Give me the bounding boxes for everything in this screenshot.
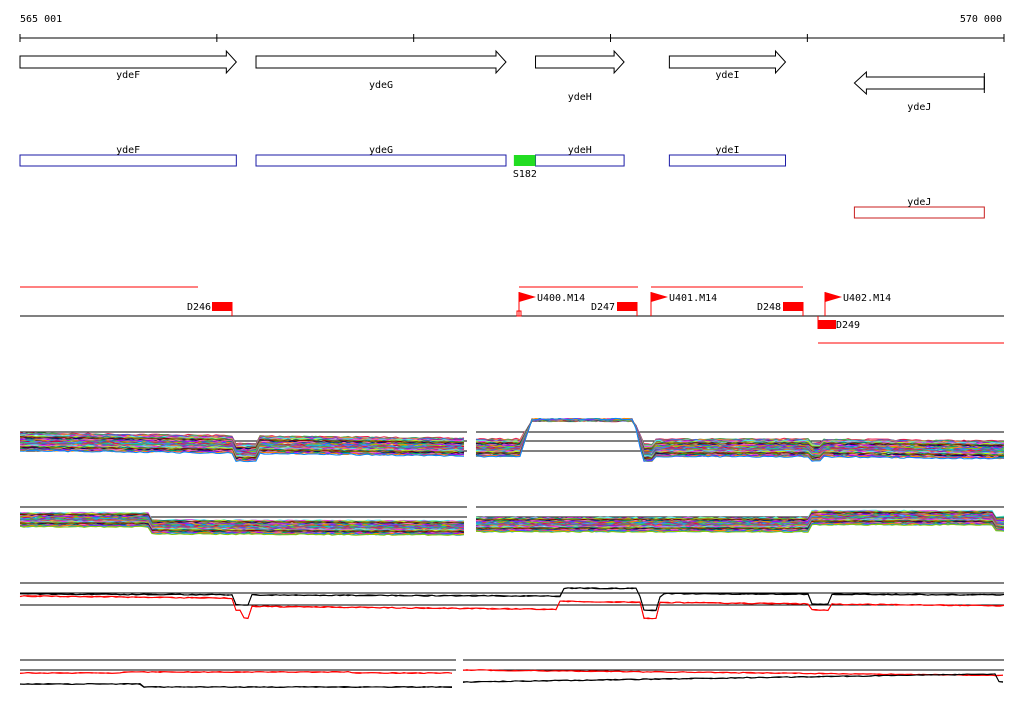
profile-line [20,444,465,457]
ruler-ticks [19,34,1005,42]
cds-box-label: ydeJ [907,197,931,208]
gene-arrow-label: ydeF [116,70,140,81]
profile-line [475,516,1004,526]
gene-arrow-label: ydeJ [907,102,931,113]
profile-line [476,523,1004,533]
profile-line [19,587,1005,611]
profile-line [20,512,465,523]
gene-arrow-label: ydeI [715,70,739,81]
cds-box-label: ydeH [568,145,592,156]
ruler: 565 001 570 000 [19,14,1005,42]
gene-arrow-track: ydeF ydeG ydeH ydeI ydeJ [19,49,985,113]
flag-u401[interactable]: U401.M14 [650,292,717,316]
profile-line [20,515,465,527]
profile-line [20,446,465,460]
d249-label: D249 [836,320,860,331]
cds-box-label: ydeG [369,145,393,156]
profile-line [462,673,1004,683]
profile-track-1 [20,417,1004,463]
flag-u400[interactable]: U400.M14 [516,292,585,317]
cds-box-ydeG[interactable]: ydeG [255,145,507,167]
gene-arrow-label: ydeG [369,80,393,91]
feature-S182[interactable]: S182 [513,155,537,180]
profile-line [475,417,1004,462]
profile-line [19,595,1005,620]
u400-label: U400.M14 [537,293,585,304]
profile-line [20,522,465,534]
d248-label: D248 [757,302,781,313]
feature-label: S182 [513,169,537,180]
profile-line [20,449,465,463]
marker-d246[interactable]: D246 [187,302,233,316]
profile-line [20,437,465,451]
gene-arrow-ydeG[interactable]: ydeG [255,49,507,91]
ruler-end-label: 570 000 [960,14,1002,25]
ruler-start-label: 565 001 [20,14,62,25]
gene-arrow-ydeH[interactable]: ydeH [535,49,625,103]
profile-line [19,587,1005,612]
cds-track: ydeF ydeG ydeH ydeI ydeJ S182 [19,145,985,219]
cds-box-ydeI[interactable]: ydeI [668,145,787,167]
profile-track-2 [20,506,1004,536]
u401-label: U401.M14 [669,293,717,304]
flag-u402[interactable]: U402.M14 [824,292,891,316]
annotation-track: D246 D247 D248 D249 U400.M14 [20,286,1004,344]
gene-arrow-ydeJ[interactable]: ydeJ [853,70,985,113]
profile-track-3 [19,582,1005,620]
gene-arrow-ydeI[interactable]: ydeI [668,49,787,81]
profile-line [20,516,465,527]
marker-d248[interactable]: D248 [757,302,804,316]
cds-box-ydeJ[interactable]: ydeJ [853,197,985,219]
gene-arrow-label: ydeH [568,92,592,103]
d247-label: D247 [591,302,615,313]
cds-box-label: ydeF [116,145,140,156]
profile-line [20,436,465,450]
marker-d249[interactable]: D249 [817,316,860,331]
profile-line [20,434,465,448]
d246-label: D246 [187,302,211,313]
profile-line [20,525,465,536]
profile-line [462,669,1003,677]
gene-arrow-ydeF[interactable]: ydeF [19,49,238,81]
cds-box-label: ydeI [715,145,739,156]
profile-line [20,440,465,454]
profile-line [19,682,452,689]
u402-label: U402.M14 [843,293,891,304]
profile-line [19,670,453,675]
profile-track-4 [19,659,1004,689]
cds-box-ydeH[interactable]: ydeH [535,145,625,167]
profile-line [19,595,1005,620]
marker-d247[interactable]: D247 [591,302,638,316]
cds-box-ydeF[interactable]: ydeF [19,145,237,167]
